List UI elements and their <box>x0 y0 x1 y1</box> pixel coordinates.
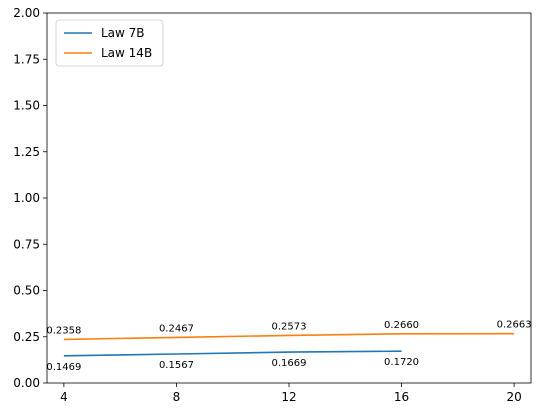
data-label: 0.1469 <box>46 362 81 373</box>
y-tick-label: 1.25 <box>13 145 40 159</box>
y-tick-label: 1.50 <box>13 99 40 113</box>
x-tick-label: 20 <box>506 390 521 404</box>
legend-box <box>55 19 164 67</box>
y-tick-label: 0.00 <box>13 376 40 390</box>
x-tick-label: 16 <box>394 390 409 404</box>
data-label: 0.2358 <box>46 325 81 336</box>
x-tick-label: 12 <box>281 390 296 404</box>
data-label: 0.1669 <box>272 358 307 369</box>
series-line-1 <box>63 332 515 341</box>
data-label: 0.2660 <box>384 320 419 331</box>
data-label: 0.2467 <box>159 323 194 334</box>
y-tick-label: 0.50 <box>13 284 40 298</box>
legend-label-1: Law 14B <box>101 46 152 60</box>
y-tick-label: 0.25 <box>13 330 40 344</box>
data-label: 0.1720 <box>384 357 419 368</box>
series-line-0 <box>63 350 402 357</box>
y-tick-label: 1.00 <box>13 191 40 205</box>
x-tick-label: 8 <box>173 390 181 404</box>
y-tick-label: 2.00 <box>13 6 40 20</box>
data-label: 0.2573 <box>272 321 307 332</box>
y-tick-label: 0.75 <box>13 237 40 251</box>
plot-area: 0.1469 0.1567 0.1669 0.1720 0.2358 0.2467 0.25… <box>13 6 531 404</box>
data-label: 0.2663 <box>497 320 532 331</box>
x-tick-label: 4 <box>60 390 68 404</box>
legend-label-0: Law 7B <box>101 26 145 40</box>
y-tick-label: 1.75 <box>13 52 40 66</box>
data-label: 0.1567 <box>159 360 194 371</box>
